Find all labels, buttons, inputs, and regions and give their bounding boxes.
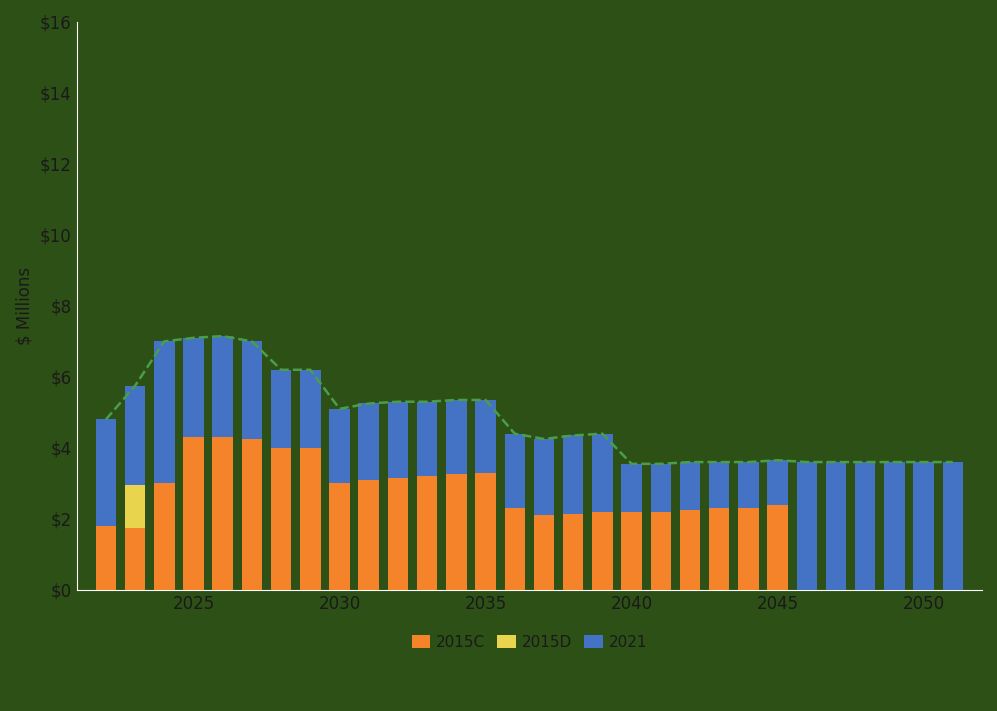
Bar [446,400,467,474]
Bar [680,510,700,590]
Bar [446,474,467,590]
Bar [155,483,174,590]
Bar [300,370,320,448]
Bar [241,341,262,439]
Bar [592,434,612,512]
Bar [96,526,116,590]
Bar [329,483,350,590]
Bar [942,462,963,590]
Bar [680,462,700,510]
Bar [417,476,438,590]
Bar [709,462,730,508]
Bar [621,512,642,590]
Bar [183,437,203,590]
Bar [96,419,116,526]
Bar [884,462,904,590]
Bar [563,435,583,513]
Bar [913,462,934,590]
Bar [183,338,203,437]
Bar [125,386,146,485]
Bar [271,448,291,590]
Legend: 2015C, 2015D, 2021: 2015C, 2015D, 2021 [406,629,653,656]
Bar [359,480,379,590]
Bar [855,462,875,590]
Bar [388,402,408,478]
Bar [621,464,642,512]
Bar [329,409,350,483]
Bar [738,508,759,590]
Bar [533,515,554,590]
Bar [563,513,583,590]
Bar [212,336,233,437]
Bar [650,512,671,590]
Bar [738,462,759,508]
Bar [241,439,262,590]
Bar [826,462,846,590]
Bar [388,478,408,590]
Bar [504,434,525,508]
Bar [359,404,379,480]
Bar [504,508,525,590]
Y-axis label: $ Millions: $ Millions [15,267,33,345]
Bar [271,370,291,448]
Bar [768,460,788,505]
Bar [125,528,146,590]
Bar [155,341,174,483]
Bar [476,400,496,473]
Bar [417,402,438,476]
Bar [212,437,233,590]
Bar [650,464,671,512]
Bar [125,485,146,528]
Bar [592,512,612,590]
Bar [768,505,788,590]
Bar [797,462,817,590]
Bar [533,439,554,515]
Bar [709,508,730,590]
Bar [300,448,320,590]
Bar [476,473,496,590]
